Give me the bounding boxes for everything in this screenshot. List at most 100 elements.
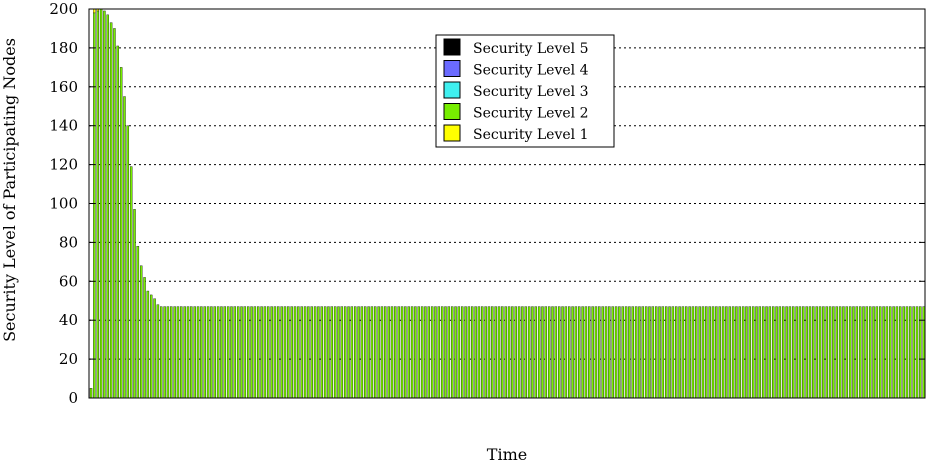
bar-security-level-2 — [875, 306, 879, 399]
bar-security-level-2 — [253, 306, 257, 399]
bar-security-level-2 — [755, 306, 758, 399]
bar-security-level-2 — [862, 306, 865, 399]
bar-security-level-2 — [594, 306, 598, 399]
legend-swatch — [443, 60, 461, 77]
bar-security-level-2 — [313, 306, 317, 399]
bar-security-level-2 — [551, 306, 554, 399]
bar-security-level-2 — [340, 306, 344, 399]
bar-security-level-2 — [270, 306, 273, 399]
bar-security-level-2 — [701, 306, 705, 399]
bar-security-level-2 — [618, 306, 621, 399]
bar-security-level-2 — [424, 306, 427, 399]
bar-security-level-2 — [420, 306, 424, 399]
bar-security-level-2 — [798, 306, 802, 399]
bar-security-level-2 — [461, 306, 464, 399]
bar-security-level-2 — [180, 306, 183, 399]
bar-security-level-2 — [832, 306, 835, 399]
bar-security-level-2 — [481, 306, 484, 399]
bar-security-level-2 — [822, 306, 825, 399]
bar-security-level-2 — [303, 306, 307, 399]
bar-security-level-2 — [377, 306, 380, 399]
bar-security-level-2 — [882, 306, 885, 399]
bar-security-level-2 — [664, 306, 668, 399]
bar-security-level-2 — [170, 306, 173, 399]
bar-security-level-2 — [437, 306, 441, 399]
bar-security-level-2 — [323, 306, 327, 399]
legend-label: Security Level 1 — [473, 127, 589, 143]
bar-security-level-2 — [624, 306, 628, 399]
bar-security-level-2 — [410, 306, 414, 399]
bar-security-level-2 — [808, 306, 812, 399]
bar-security-level-2 — [193, 306, 196, 399]
bar-security-level-2 — [357, 306, 360, 399]
bar-security-level-2 — [537, 306, 541, 399]
bar-security-level-2 — [96, 10, 99, 399]
bar-security-level-2 — [644, 306, 648, 399]
bar-security-level-2 — [678, 306, 681, 399]
bar-security-level-2 — [116, 45, 119, 399]
bar-security-level-2 — [775, 306, 778, 399]
bar-security-level-2 — [213, 306, 216, 399]
bar-security-level-2 — [497, 306, 501, 399]
bar-security-level-2 — [277, 306, 280, 399]
bar-security-level-2 — [879, 306, 882, 399]
bar-security-level-2 — [216, 306, 220, 399]
bar-security-level-2 — [501, 306, 504, 399]
bar-security-level-2 — [524, 306, 527, 399]
bar-security-level-2 — [892, 306, 895, 399]
bar-security-level-2 — [93, 12, 96, 399]
bar-security-level-2 — [200, 306, 203, 399]
bar-security-level-2 — [156, 304, 160, 399]
bar-security-level-2 — [360, 306, 364, 399]
bar-security-level-2 — [273, 306, 277, 399]
bar-security-level-2 — [838, 306, 842, 399]
bar-security-level-2 — [909, 306, 912, 399]
bar-security-level-2 — [257, 306, 260, 399]
bar-security-level-2 — [825, 306, 828, 399]
bar-security-level-2 — [300, 306, 303, 399]
bar-security-level-2 — [695, 306, 698, 399]
bar-security-level-2 — [574, 306, 578, 399]
bar-security-level-2 — [370, 306, 374, 399]
bar-security-level-2 — [858, 306, 862, 399]
bar-security-level-2 — [531, 306, 534, 399]
bar-security-level-2 — [454, 306, 457, 399]
bar-security-level-2 — [467, 306, 471, 399]
bar-security-level-2 — [561, 306, 564, 399]
bar-security-level-2 — [688, 306, 691, 399]
bar-security-level-2 — [745, 306, 748, 399]
bar-security-level-2 — [163, 306, 166, 399]
bar-security-level-2 — [899, 306, 902, 399]
bar-security-level-2 — [507, 306, 511, 399]
bar-security-level-2 — [246, 306, 250, 399]
bar-security-level-2 — [788, 306, 792, 399]
bar-security-level-2 — [484, 306, 487, 399]
bar-security-level-2 — [721, 306, 725, 399]
bar-security-level-2 — [842, 306, 845, 399]
bar-security-level-2 — [407, 306, 410, 399]
bar-security-level-2 — [99, 8, 103, 399]
bar-security-level-2 — [557, 306, 561, 399]
bar-security-level-2 — [310, 306, 313, 399]
bar-security-level-2 — [855, 306, 859, 399]
bar-security-level-2 — [872, 306, 875, 399]
bar-security-level-2 — [430, 306, 434, 399]
bar-security-level-2 — [748, 306, 752, 399]
legend-label: Security Level 3 — [473, 84, 589, 100]
bar-security-level-2 — [654, 306, 658, 399]
bar-security-level-2 — [895, 306, 899, 399]
bar-security-level-2 — [160, 306, 163, 399]
bar-security-level-2 — [307, 306, 310, 399]
bar-security-level-2 — [106, 14, 109, 399]
bar-security-level-2 — [802, 306, 805, 399]
bar-security-level-2 — [651, 306, 655, 399]
bar-security-level-2 — [491, 306, 494, 399]
bar-security-level-2 — [457, 306, 461, 399]
bar-security-level-2 — [534, 306, 537, 399]
bar-security-level-2 — [852, 306, 855, 399]
bar-security-level-2 — [648, 306, 651, 399]
bar-security-level-2 — [584, 306, 588, 399]
bar-security-level-2 — [103, 10, 106, 399]
bar-security-level-2 — [588, 306, 591, 399]
